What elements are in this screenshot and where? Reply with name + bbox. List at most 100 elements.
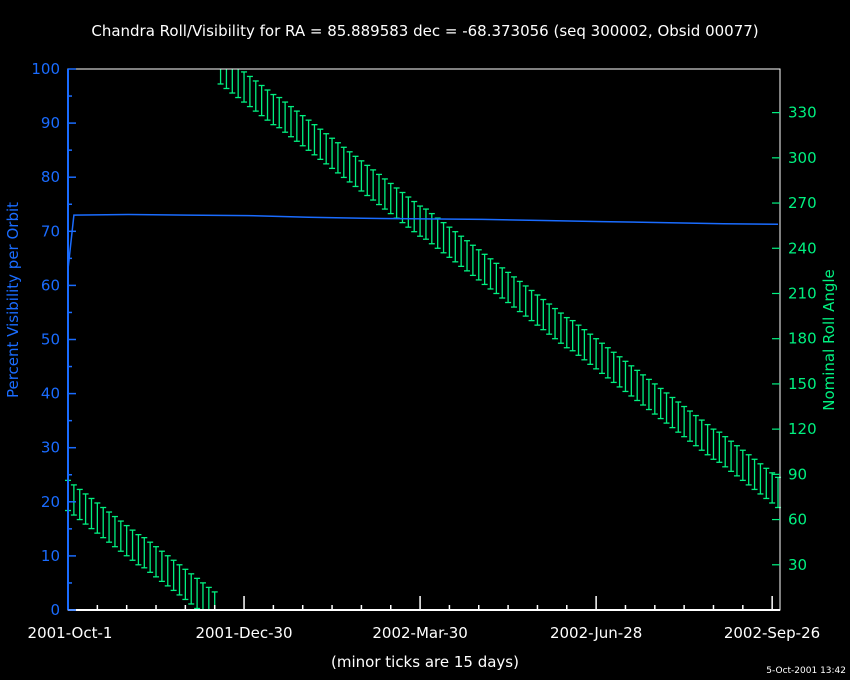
left-tick-label: 90 — [41, 114, 60, 132]
x-axis-ticks: 2001-Oct-1 2001-Dec-30 2002-Mar-30 2002-Jun… — [28, 596, 820, 642]
roll-error-bar — [522, 285, 529, 317]
roll-error-bar — [393, 187, 400, 219]
right-tick-label: 150 — [788, 375, 817, 393]
roll-error-bar — [252, 80, 259, 112]
roll-error-bar — [323, 133, 330, 165]
roll-error-bar — [557, 312, 564, 344]
roll-error-bar — [170, 559, 177, 592]
roll-error-bar — [106, 511, 113, 543]
roll-error-bar — [229, 69, 236, 94]
roll-error-bars — [65, 69, 782, 610]
roll-error-bar — [264, 89, 271, 121]
roll-error-bar — [329, 137, 336, 170]
roll-error-bar — [282, 101, 289, 133]
roll-error-bar — [493, 262, 500, 295]
right-tick-label: 30 — [788, 556, 807, 574]
roll-error-bar — [687, 410, 694, 442]
roll-error-bar — [552, 307, 559, 340]
roll-error-bar — [534, 294, 541, 326]
roll-error-bar — [763, 467, 770, 500]
left-tick-label: 100 — [31, 60, 60, 78]
roll-error-bar — [176, 564, 183, 596]
roll-error-bar — [428, 212, 435, 245]
roll-error-bar — [587, 333, 594, 365]
roll-error-bar — [645, 378, 652, 411]
right-tick-label: 330 — [788, 104, 817, 122]
roll-error-bar — [563, 316, 570, 349]
roll-error-bar — [528, 289, 535, 322]
left-tick-label: 50 — [41, 331, 60, 349]
roll-error-bar — [757, 463, 764, 495]
roll-error-bar — [293, 110, 300, 142]
roll-error-bar — [581, 329, 588, 361]
plot-frame — [67, 68, 781, 611]
roll-error-bar — [376, 173, 383, 206]
roll-error-bar — [88, 497, 95, 530]
roll-error-bar — [199, 582, 206, 610]
roll-error-bar — [387, 182, 394, 215]
right-tick-label: 240 — [788, 239, 817, 257]
left-tick-label: 10 — [41, 547, 60, 565]
roll-error-bar — [481, 253, 488, 286]
right-tick-label: 180 — [788, 330, 817, 348]
roll-error-bar — [722, 436, 729, 468]
roll-error-bar — [698, 419, 705, 451]
roll-error-bar — [634, 369, 641, 402]
right-tick-label: 210 — [788, 284, 817, 302]
roll-error-bar — [475, 249, 482, 281]
chart-title: Chandra Roll/Visibility for RA = 85.8895… — [91, 22, 758, 40]
roll-error-bar — [663, 392, 670, 424]
roll-error-bar — [569, 319, 576, 352]
left-tick-label: 30 — [41, 439, 60, 457]
left-tick-label: 40 — [41, 385, 60, 403]
roll-error-bar — [223, 69, 230, 90]
roll-error-bar — [417, 205, 424, 237]
visibility-series — [67, 213, 779, 270]
roll-error-bar — [575, 324, 582, 356]
roll-error-bar — [241, 71, 248, 103]
roll-error-bar — [598, 342, 605, 375]
roll-error-bar — [411, 200, 418, 233]
left-tick-label: 0 — [50, 601, 60, 619]
roll-error-bar — [452, 231, 459, 263]
right-tick-label: 270 — [788, 194, 817, 212]
x-tick-label: 2002-Jun-28 — [550, 624, 642, 642]
roll-error-bar — [675, 401, 682, 433]
roll-error-bar — [604, 347, 611, 379]
roll-error-bar — [70, 484, 77, 516]
right-axis-label: Nominal Roll Angle — [820, 269, 838, 411]
x-tick-label: 2002-Mar-30 — [372, 624, 467, 642]
roll-error-bar — [499, 267, 506, 299]
roll-error-bar — [405, 196, 412, 228]
roll-error-bar — [370, 169, 377, 201]
roll-error-bar — [745, 454, 752, 486]
roll-error-bar — [188, 573, 195, 605]
roll-error-bar — [469, 244, 476, 277]
roll-error-bar — [692, 414, 699, 447]
roll-error-bar — [739, 449, 746, 482]
roll-error-bar — [510, 276, 517, 308]
roll-error-bar — [346, 151, 353, 183]
roll-error-bar — [399, 191, 406, 224]
roll-error-bar — [669, 396, 676, 429]
roll-error-bar — [100, 506, 107, 539]
footer-timestamp: 5-Oct-2001 13:42 — [766, 666, 846, 676]
roll-error-bar — [622, 360, 629, 393]
roll-error-bar — [681, 405, 688, 438]
x-tick-label: 2002-Sep-26 — [724, 624, 820, 642]
left-axis-ticks: 0 10 20 30 40 50 60 70 80 90 100 — [31, 60, 76, 619]
roll-error-bar — [311, 124, 318, 156]
roll-error-bar — [733, 445, 740, 477]
roll-error-bar — [505, 271, 512, 304]
roll-error-bar — [358, 160, 365, 192]
roll-error-bar — [246, 75, 253, 108]
roll-error-bar — [716, 431, 723, 463]
roll-error-bar — [147, 541, 154, 573]
visibility-line — [67, 213, 779, 270]
roll-error-bar — [464, 240, 471, 272]
roll-error-bar — [458, 235, 465, 268]
roll-error-bar — [317, 128, 324, 160]
roll-error-bar — [270, 93, 277, 126]
left-tick-label: 20 — [41, 493, 60, 511]
